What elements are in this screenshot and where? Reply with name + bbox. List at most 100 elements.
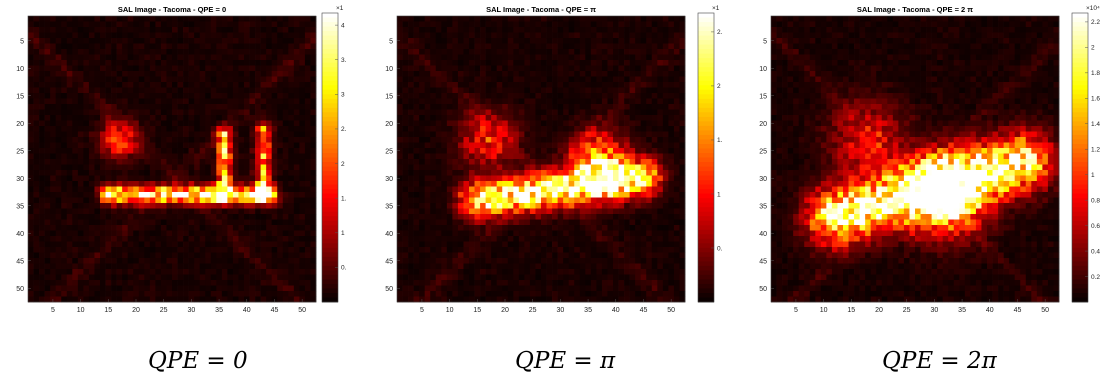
heatmap-cell	[524, 181, 531, 187]
heatmap-cell	[260, 93, 267, 99]
heatmap-cell	[552, 104, 558, 110]
heatmap-cell	[485, 60, 492, 66]
heatmap-cell	[282, 153, 289, 160]
heatmap-cell	[183, 274, 189, 281]
heatmap-cell	[127, 241, 134, 248]
heatmap-cell	[441, 93, 448, 99]
heatmap-cell	[457, 186, 464, 193]
heatmap-cell	[469, 82, 475, 88]
heatmap-cell	[408, 219, 414, 226]
heatmap-cell	[310, 175, 317, 182]
heatmap-cell	[635, 120, 642, 127]
heatmap-cell	[260, 258, 267, 264]
heatmap-cell	[260, 225, 267, 231]
heatmap-cell	[33, 197, 40, 204]
heatmap-cell	[507, 71, 514, 77]
heatmap-cell	[613, 153, 619, 160]
heatmap-cell	[39, 175, 45, 182]
heatmap-cell	[529, 82, 536, 88]
heatmap-cell	[563, 236, 570, 242]
heatmap-cell	[255, 49, 261, 55]
heatmap-cell	[474, 38, 481, 44]
heatmap-cell	[613, 219, 619, 226]
heatmap-cell	[83, 274, 90, 281]
heatmap-cell	[260, 126, 267, 132]
heatmap-cell	[271, 241, 278, 248]
heatmap-cell	[50, 263, 57, 270]
heatmap-cell	[28, 131, 34, 138]
heatmap-cell	[496, 197, 503, 204]
heatmap-cell	[194, 71, 201, 77]
heatmap-cell	[552, 54, 558, 61]
heatmap-cell	[518, 82, 525, 88]
heatmap-cell	[238, 16, 245, 22]
heatmap-cell	[188, 236, 195, 242]
heatmap-cell	[513, 16, 520, 22]
heatmap-cell	[138, 280, 145, 286]
heatmap-cell	[613, 71, 619, 77]
heatmap-cell	[160, 16, 167, 22]
heatmap-cell	[435, 241, 442, 248]
heatmap-cell	[66, 258, 73, 264]
heatmap-cell	[485, 203, 492, 209]
heatmap-cell	[77, 219, 84, 226]
heatmap-cell	[277, 65, 284, 72]
heatmap-cell	[474, 27, 481, 33]
heatmap-cell	[651, 60, 658, 66]
heatmap-cell	[668, 137, 675, 143]
heatmap-cell	[304, 291, 311, 297]
heatmap-cell	[618, 197, 625, 204]
heatmap-cell	[282, 104, 289, 110]
heatmap-cell	[474, 49, 481, 55]
heatmap-cell	[100, 76, 106, 83]
heatmap-cell	[552, 126, 558, 132]
heatmap-cell	[574, 148, 581, 154]
heatmap-cell	[172, 98, 178, 105]
heatmap-cell	[496, 98, 503, 105]
heatmap-cell	[232, 219, 239, 226]
heatmap-cell	[266, 230, 273, 237]
heatmap-cell	[640, 126, 647, 132]
heatmap-cell	[77, 280, 84, 286]
heatmap-cell	[149, 153, 156, 160]
heatmap-cell	[238, 197, 245, 204]
heatmap-cell	[83, 98, 90, 105]
heatmap-cell	[590, 175, 597, 182]
heatmap-cell	[28, 153, 34, 160]
heatmap-cell	[83, 296, 90, 303]
heatmap-cell	[657, 87, 664, 94]
heatmap-cell	[160, 291, 167, 297]
heatmap-cell	[116, 153, 123, 160]
heatmap-cell	[194, 170, 201, 176]
heatmap-cell	[149, 219, 156, 226]
heatmap-cell	[673, 27, 680, 33]
heatmap-cell	[83, 131, 90, 138]
heatmap-cell	[668, 181, 675, 187]
heatmap-cell	[502, 38, 509, 44]
heatmap-cell	[133, 54, 140, 61]
heatmap-cell	[397, 98, 403, 105]
y-tick-label: 35	[16, 203, 24, 210]
heatmap-cell	[546, 38, 553, 44]
heatmap-cell	[446, 82, 453, 88]
heatmap-cell	[446, 159, 453, 165]
heatmap-cell	[194, 98, 201, 105]
heatmap-cell	[216, 214, 223, 220]
heatmap-cell	[651, 219, 658, 226]
heatmap-cell	[596, 131, 603, 138]
heatmap-cell	[94, 131, 101, 138]
heatmap-cell	[485, 241, 492, 248]
heatmap-cell	[282, 159, 289, 165]
heatmap-cell	[66, 49, 73, 55]
heatmap-cell	[183, 21, 189, 28]
heatmap-cell	[596, 126, 603, 132]
heatmap-cell	[255, 137, 261, 143]
heatmap-cell	[662, 21, 669, 28]
colorbar-band	[322, 35, 338, 41]
heatmap-cell	[535, 49, 542, 55]
heatmap-cell	[277, 175, 284, 182]
heatmap-cell	[172, 252, 178, 259]
heatmap-cell	[172, 65, 178, 72]
heatmap-cell	[662, 230, 669, 237]
heatmap-cell	[122, 27, 129, 33]
